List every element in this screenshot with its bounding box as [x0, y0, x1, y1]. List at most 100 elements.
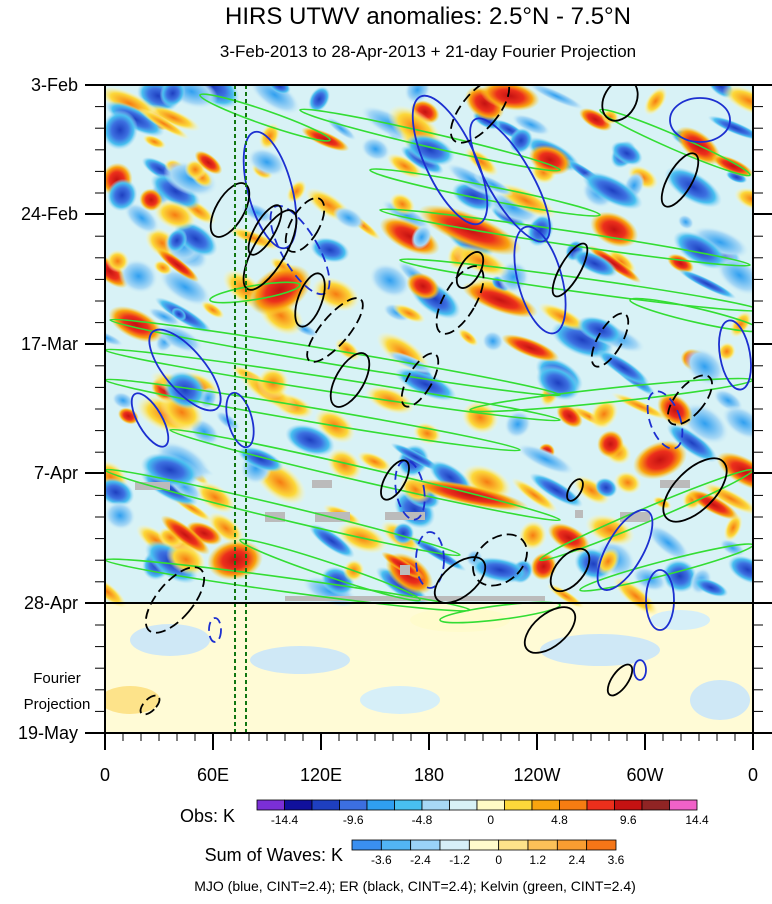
er-contour [523, 606, 577, 654]
colorbar-swatch [669, 799, 698, 811]
anomaly-core [673, 230, 727, 270]
anomaly-core [153, 199, 197, 231]
er-contour [380, 459, 410, 501]
anomaly-patch [200, 300, 225, 319]
colorbar-swatch [311, 799, 340, 811]
er-contour [247, 204, 283, 256]
kelvin-contour [629, 297, 753, 333]
y-tick-label: 7-Apr [34, 463, 78, 483]
mjo-contour [469, 117, 551, 243]
anomaly-patch [392, 303, 426, 324]
er-contour [549, 547, 591, 593]
anomaly-patch [105, 501, 136, 531]
er-contour [329, 352, 371, 408]
y-tick-label: 17-Mar [21, 334, 78, 354]
anomaly-patch [666, 423, 718, 463]
anomaly-patch [171, 307, 187, 321]
anomaly-patch [579, 108, 613, 132]
projection-patch [130, 624, 210, 656]
kelvin-contour [299, 108, 561, 172]
anomaly-patch [406, 272, 440, 300]
anomaly-patch [482, 330, 504, 352]
anomaly-core [285, 424, 335, 456]
anomaly-patch [386, 350, 435, 374]
anomaly-patch [240, 202, 274, 223]
kelvin-contour [399, 258, 753, 312]
anomaly-patch [643, 86, 668, 116]
missing-data [400, 565, 410, 575]
anomaly-patch [677, 214, 694, 230]
projection-patch [105, 686, 160, 714]
anomaly-patch [716, 452, 753, 492]
anomaly-patch [652, 496, 672, 510]
anomaly-patch [693, 577, 729, 598]
colorbar-swatch [504, 799, 533, 811]
anomaly-patch [722, 85, 753, 117]
mjo-contour [513, 225, 567, 335]
mjo-contour [225, 391, 255, 449]
anomaly-patch [612, 576, 659, 617]
colorbar-tick-label: 9.6 [620, 813, 637, 827]
colorbar-tick-label: 1.2 [529, 853, 546, 867]
kelvin-contour [109, 318, 561, 397]
anomaly-core [411, 479, 529, 511]
colorbar-tick-label: -3.6 [371, 853, 392, 867]
colorbar-swatch [380, 839, 412, 851]
anomaly-patch [105, 477, 135, 507]
anomaly-patch [587, 245, 642, 283]
er-contour [590, 312, 630, 368]
x-tick-label: 0 [748, 765, 758, 785]
colorbar-swatch [527, 839, 558, 851]
anomaly-core [310, 237, 350, 263]
missing-data [620, 512, 650, 522]
er-contour [284, 197, 326, 253]
anomaly-patch [707, 115, 753, 141]
mjo-contour [415, 531, 445, 589]
anomaly-core [480, 85, 540, 111]
anomaly-patch [589, 398, 619, 430]
anomaly-patch [392, 522, 415, 545]
anomaly-core [657, 393, 693, 427]
anomaly-patch [147, 307, 181, 327]
anomaly-patch [646, 524, 690, 562]
missing-data [575, 510, 583, 518]
anomaly-patch [146, 104, 201, 132]
anomaly-patch [156, 248, 200, 282]
anomaly-patch [124, 202, 160, 234]
mjo-contour [718, 319, 752, 391]
mjo-contour [130, 392, 170, 448]
colorbar-swatch [468, 839, 500, 851]
kelvin-contour [169, 428, 561, 522]
anomaly-patch [538, 302, 588, 332]
colorbar-swatch [394, 799, 423, 811]
anomaly-patch [106, 178, 138, 212]
anomaly-patch [137, 107, 190, 140]
projection-patch [250, 646, 350, 674]
anomaly-core [105, 110, 139, 150]
kelvin-contour [209, 281, 301, 304]
kelvin-contour [599, 108, 751, 177]
plot-area [105, 85, 753, 733]
mjo-contour [596, 509, 654, 591]
kelvin-contour [379, 208, 751, 267]
anomaly-patch [411, 224, 433, 250]
x-tick-label: 120W [513, 765, 560, 785]
anomaly-patch [105, 254, 129, 289]
anomaly-patch [360, 137, 391, 161]
anomaly-patch [404, 85, 431, 105]
colorbar-swatch [641, 799, 670, 811]
anomaly-patch [717, 342, 736, 361]
anomaly-patch [464, 147, 499, 177]
er-contour [472, 533, 528, 587]
anomaly-patch [729, 310, 752, 338]
colorbar-swatch [586, 799, 615, 811]
anomaly-patch [572, 249, 618, 278]
y-tick-label: 24-Feb [21, 204, 78, 224]
anomaly-patch [326, 448, 362, 482]
anomaly-patch [511, 477, 558, 513]
colorbar-tick-label: 14.4 [685, 813, 709, 827]
mjo-contour [633, 659, 647, 681]
er-contour [667, 374, 713, 426]
kelvin-contour [199, 93, 331, 142]
missing-data [265, 512, 285, 522]
